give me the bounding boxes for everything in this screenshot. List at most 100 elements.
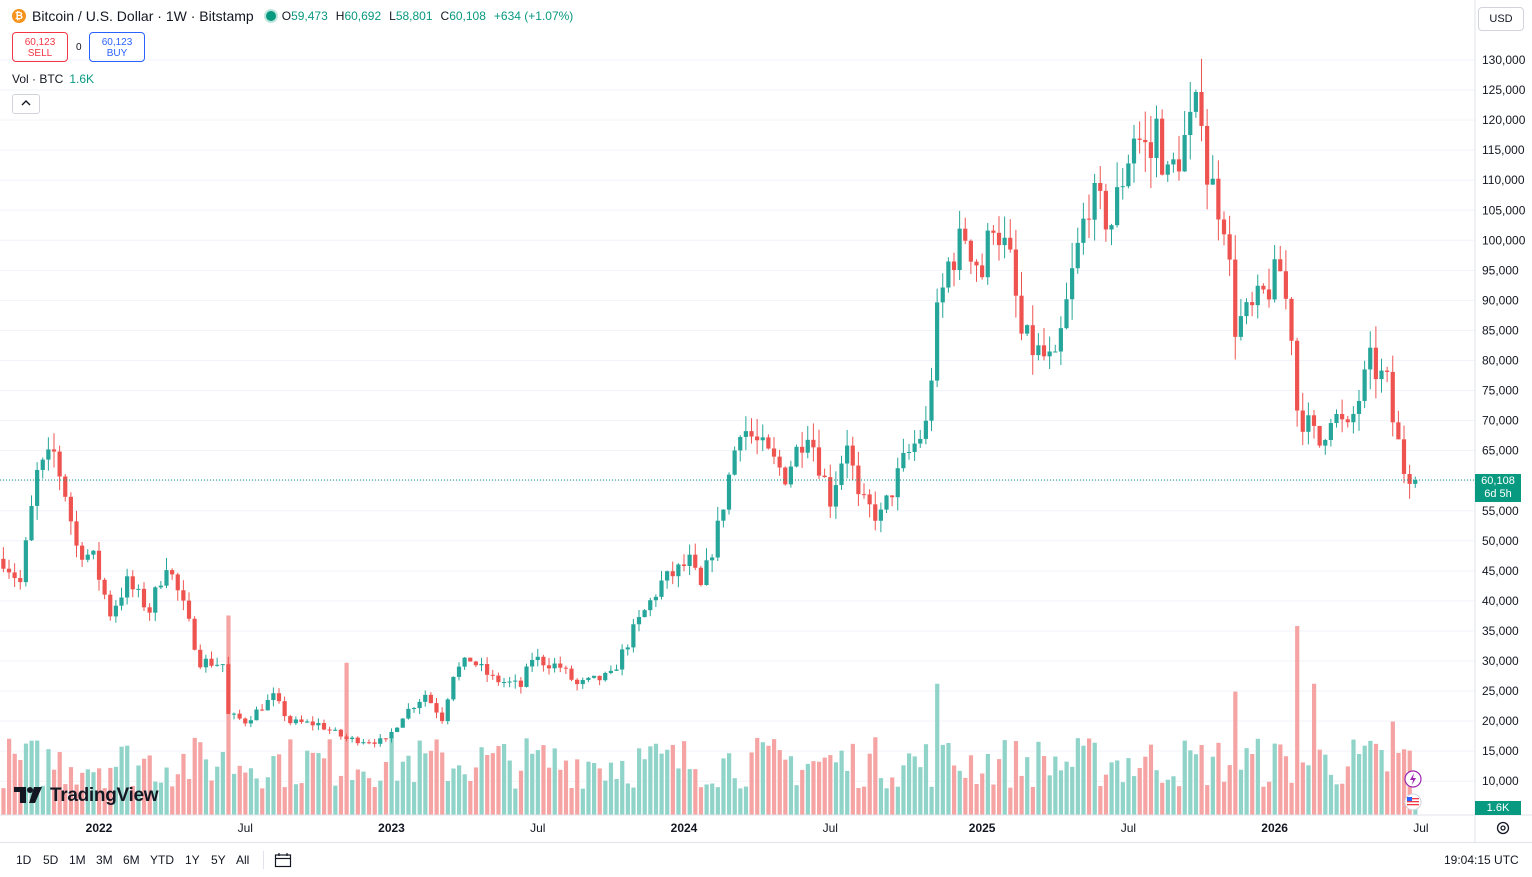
candle xyxy=(580,677,585,689)
candle xyxy=(288,714,293,726)
candle-body xyxy=(1008,237,1013,250)
range-6m[interactable]: 6M xyxy=(123,853,140,867)
candle-body xyxy=(771,448,777,457)
candle xyxy=(1261,283,1266,294)
candle xyxy=(147,603,152,621)
last-price-value: 60,108 xyxy=(1481,475,1515,487)
volume-bar xyxy=(1390,721,1395,815)
candle-body xyxy=(35,469,40,506)
volume-value: 1.6K xyxy=(69,72,95,86)
currency-selector[interactable]: USD xyxy=(1478,7,1524,31)
x-tick-label: 2023 xyxy=(378,821,405,835)
buy-button[interactable]: 60,123 BUY xyxy=(89,32,145,62)
volume-bar xyxy=(766,745,771,815)
volume-bar xyxy=(1030,786,1035,815)
range-toolbar: 1D 5D 1M 3M 6M YTD 1Y 5Y All 19:04:15 UT… xyxy=(0,842,1532,877)
symbol-title[interactable]: Bitcoin / U.S. Dollar · 1W · Bitstamp xyxy=(32,8,254,24)
volume-bar xyxy=(445,781,450,815)
volume-bar xyxy=(1025,757,1030,815)
us-flag-icon[interactable] xyxy=(1404,793,1422,811)
candle xyxy=(113,600,118,623)
lightning-icon[interactable] xyxy=(1404,770,1422,788)
candle xyxy=(1126,154,1131,189)
candle xyxy=(102,577,107,600)
range-5y[interactable]: 5Y xyxy=(211,853,226,867)
volume-bar xyxy=(1154,770,1159,815)
candle xyxy=(726,472,732,515)
candle-body xyxy=(951,261,957,271)
calendar-icon[interactable] xyxy=(274,852,292,868)
utc-clock[interactable]: 19:04:15 UTC xyxy=(1444,853,1519,867)
candle xyxy=(513,674,518,689)
volume-bar xyxy=(1357,753,1362,815)
volume-bar xyxy=(1340,783,1345,815)
range-ytd[interactable]: YTD xyxy=(150,853,174,867)
candle xyxy=(1143,111,1148,172)
candle xyxy=(316,718,321,731)
candle-body xyxy=(760,437,765,441)
candle-body xyxy=(681,564,687,567)
volume-bar xyxy=(327,739,332,815)
candle-body xyxy=(1238,316,1243,337)
candle xyxy=(839,455,844,490)
market-status-icon[interactable] xyxy=(265,11,276,21)
candle-body xyxy=(777,456,782,468)
collapse-legend-button[interactable] xyxy=(12,94,40,114)
range-all[interactable]: All xyxy=(236,853,250,867)
candle xyxy=(395,727,400,733)
volume-bar xyxy=(980,773,985,815)
candle-body xyxy=(546,665,552,669)
volume-bar xyxy=(575,759,580,815)
volume-bar xyxy=(164,767,169,815)
volume-bar xyxy=(181,753,186,815)
candle-body xyxy=(1041,345,1047,357)
candle-body xyxy=(186,600,192,619)
range-1m[interactable]: 1M xyxy=(69,853,86,867)
volume-bar xyxy=(772,739,777,815)
volume-bar xyxy=(760,742,765,815)
candle-body xyxy=(687,554,692,567)
candle xyxy=(963,217,968,245)
volume-bar xyxy=(929,786,934,815)
candle xyxy=(1176,135,1182,181)
volume-bar xyxy=(485,755,490,815)
volume-bar xyxy=(597,768,602,815)
candle xyxy=(130,570,135,598)
chart-canvas[interactable]: 130,000 125,000 120,000 115,000 110,000 105,0… xyxy=(0,0,1532,842)
volume-bar xyxy=(1402,749,1407,815)
candle xyxy=(468,657,473,662)
volume-bar xyxy=(1368,740,1373,815)
candle xyxy=(642,609,647,618)
candle-body xyxy=(321,723,327,730)
tradingview-logo[interactable]: TradingView xyxy=(14,784,159,808)
range-1y[interactable]: 1Y xyxy=(185,853,200,867)
sell-button[interactable]: 60,123 SELL xyxy=(12,32,68,62)
settings-icon[interactable] xyxy=(1495,820,1511,836)
volume-bar xyxy=(940,744,945,815)
candle xyxy=(293,716,298,726)
candle xyxy=(816,429,822,479)
candle-body xyxy=(57,451,62,477)
volume-bar xyxy=(265,777,270,815)
y-tick-label: 45,000 xyxy=(1482,564,1519,578)
candle-body xyxy=(333,729,338,731)
volume-label: Vol · BTC xyxy=(12,72,64,86)
range-1d[interactable]: 1D xyxy=(16,853,32,867)
candle xyxy=(530,652,535,673)
candle xyxy=(1193,89,1198,118)
volume-bar xyxy=(614,779,619,815)
candle xyxy=(940,273,945,318)
volume-bar xyxy=(592,763,597,815)
range-5d[interactable]: 5D xyxy=(43,853,59,867)
range-3m[interactable]: 3M xyxy=(96,853,113,867)
volume-bar xyxy=(502,744,507,815)
candle-body xyxy=(1064,299,1069,329)
candle xyxy=(1030,305,1035,375)
candle xyxy=(1041,328,1047,361)
volume-legend[interactable]: Vol · BTC 1.6K xyxy=(12,72,94,86)
volume-bar xyxy=(52,769,57,815)
candle-body xyxy=(383,738,388,740)
volume-bar xyxy=(1261,786,1266,815)
candle-body xyxy=(1227,234,1232,260)
